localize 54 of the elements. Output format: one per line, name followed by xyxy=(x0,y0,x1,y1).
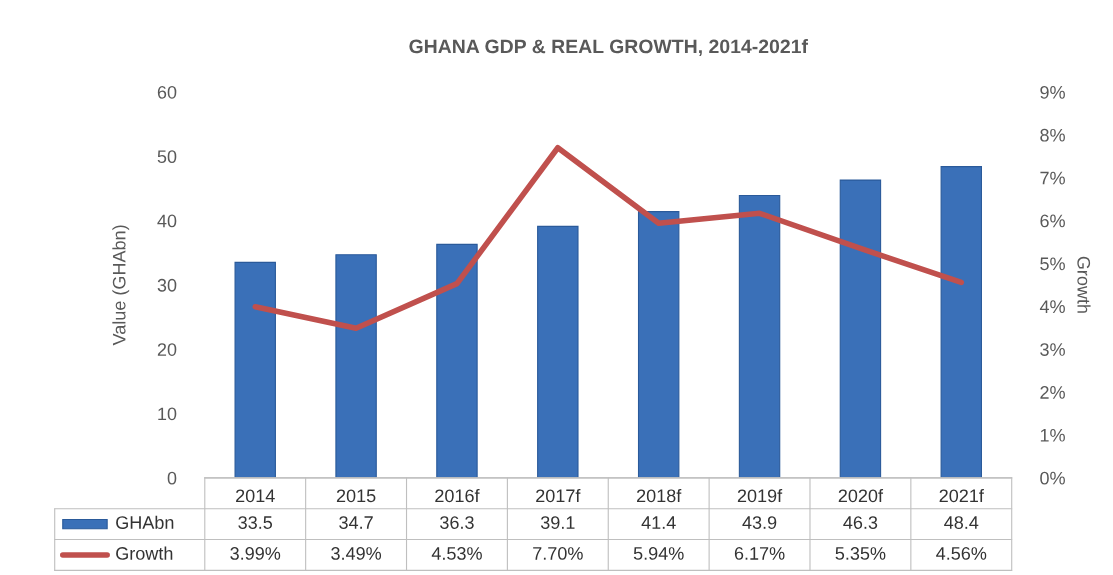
y2-tick-label: 4% xyxy=(1039,300,1065,313)
y-tick-label: 40 xyxy=(157,214,177,228)
data-label: 33.5 xyxy=(238,516,273,529)
x-tick-label: 2019f xyxy=(737,488,783,503)
y-tick-label: 0 xyxy=(167,471,177,485)
data-label: 46.3 xyxy=(843,516,878,529)
data-label: 4.53% xyxy=(431,547,482,560)
x-tick-label: 2018f xyxy=(637,488,682,503)
y2-tick-label: 5% xyxy=(1040,257,1065,271)
y-tick-label: 50 xyxy=(157,150,177,164)
bar xyxy=(940,166,983,478)
x-tick-label: 2016f xyxy=(435,488,480,503)
chart-title: GHANA GDP & REAL GROWTH, 2014-2021f xyxy=(409,39,809,57)
y-tick-label: 10 xyxy=(158,407,177,421)
data-label: 39.1 xyxy=(540,516,575,529)
bar xyxy=(436,243,478,478)
x-tick-label: 2015 xyxy=(336,489,376,503)
x-tick-label: 2017f xyxy=(536,488,581,503)
y2-axis-title: Growth xyxy=(1077,256,1091,313)
y2-tick-label: 8% xyxy=(1040,128,1065,142)
bar xyxy=(738,194,781,478)
x-tick-label: 2014 xyxy=(236,489,275,503)
y2-tick-label: 9% xyxy=(1040,85,1065,99)
x-tick-label: 2021f xyxy=(939,488,984,503)
legend-label: GHAbn xyxy=(116,515,174,529)
bar xyxy=(637,211,680,478)
data-label: 6.17% xyxy=(734,547,785,560)
bar xyxy=(234,261,276,478)
data-label: 5.94% xyxy=(633,547,684,560)
y-tick-label: 20 xyxy=(157,343,177,356)
y2-tick-label: 1% xyxy=(1040,428,1065,442)
data-label: 36.3 xyxy=(440,516,474,529)
data-label: 34.7 xyxy=(339,516,373,529)
x-tick-label: 2020f xyxy=(838,488,884,503)
data-label: 5.35% xyxy=(835,547,886,560)
bar xyxy=(335,254,377,478)
bar xyxy=(537,225,579,478)
data-label: 43.9 xyxy=(742,516,777,529)
data-label: 41.4 xyxy=(641,516,676,529)
data-label: 7.70% xyxy=(533,547,583,560)
y-tick-label: 30 xyxy=(157,278,177,292)
legend-label: Growth xyxy=(116,546,173,560)
data-label: 3.99% xyxy=(230,547,281,560)
y2-tick-label: 3% xyxy=(1040,343,1065,356)
data-label: 4.56% xyxy=(936,547,987,560)
bar xyxy=(839,179,882,478)
y2-tick-label: 0% xyxy=(1040,471,1065,485)
data-label: 48.4 xyxy=(944,516,979,529)
data-label: 3.49% xyxy=(331,547,382,560)
y2-tick-label: 2% xyxy=(1040,386,1065,399)
y-axis-title: Value (GHAbn) xyxy=(112,225,130,346)
y2-tick-label: 7% xyxy=(1040,171,1065,185)
y2-tick-label: 6% xyxy=(1040,214,1065,228)
y-tick-label: 60 xyxy=(157,85,177,99)
